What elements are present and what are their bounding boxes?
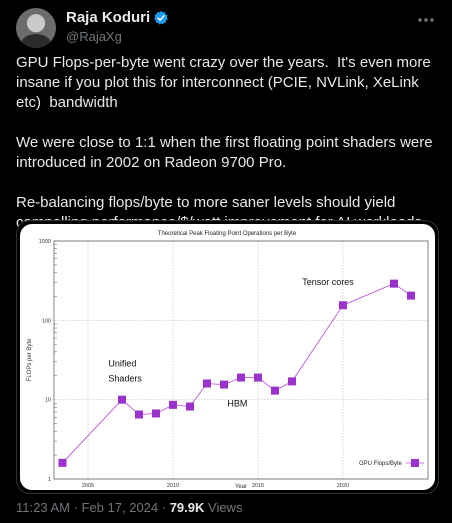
avatar-shoulders xyxy=(21,34,51,48)
tweet-header: Raja Koduri @RajaXg xyxy=(16,8,436,48)
data-point xyxy=(390,279,398,288)
author-display-name[interactable]: Raja Koduri xyxy=(66,9,151,26)
chart-ticks: 2005 2010 2015 2020 1 10 100 1000 xyxy=(39,239,349,489)
x-tick-label: 2020 xyxy=(337,483,349,489)
data-point xyxy=(203,379,211,388)
data-point xyxy=(407,291,415,300)
plot-frame xyxy=(53,240,429,480)
data-point xyxy=(237,373,245,382)
y-tick-label: 10 xyxy=(45,398,51,404)
chart-annotations: Unified Shaders HBM Tensor cores xyxy=(108,277,354,409)
x-tick-label: 2005 xyxy=(82,483,94,489)
author-block: Raja Koduri @RajaXg xyxy=(66,9,169,44)
data-point xyxy=(288,377,296,386)
chart-annotation: Unified xyxy=(108,359,136,369)
data-point xyxy=(271,386,279,395)
legend-label: GPU Flops/Byte xyxy=(359,461,403,467)
data-point xyxy=(135,410,143,419)
more-dots-icon xyxy=(418,18,434,22)
author-handle[interactable]: @RajaXg xyxy=(66,29,122,44)
avatar[interactable] xyxy=(16,8,56,48)
author-name-row: Raja Koduri xyxy=(66,9,169,26)
views-count: 79.9K xyxy=(169,500,205,515)
chart-title: Theoretical Peak Floating Point Operatio… xyxy=(158,231,297,237)
y-tick-label: 100 xyxy=(42,318,51,324)
verified-badge-icon xyxy=(154,10,168,25)
tweet-media[interactable]: Theoretical Peak Floating Point Operatio… xyxy=(16,220,439,494)
data-point xyxy=(186,402,194,411)
tweet-timestamp[interactable]: 11:23 AM · Feb 17, 2024 · xyxy=(16,500,170,515)
data-point xyxy=(169,400,177,409)
data-point xyxy=(220,380,228,389)
chart-annotation: HBM xyxy=(227,399,247,409)
chart-annotation: Shaders xyxy=(108,373,142,383)
y-tick-label: 1 xyxy=(48,477,51,483)
chart-legend: GPU Flops/Byte xyxy=(359,459,424,467)
more-options-icon[interactable] xyxy=(416,12,436,28)
x-axis-label: Year xyxy=(235,484,247,490)
x-tick-label: 2015 xyxy=(252,483,264,489)
chart-series xyxy=(58,279,415,467)
data-point xyxy=(339,301,347,310)
tweet-footer: 11:23 AM · Feb 17, 2024 · 79.9K Views xyxy=(16,500,242,515)
data-point xyxy=(118,395,126,404)
chart-image: Theoretical Peak Floating Point Operatio… xyxy=(20,224,435,490)
y-tick-label: 1000 xyxy=(39,239,51,245)
data-point xyxy=(58,458,67,467)
data-point xyxy=(152,409,160,418)
data-point xyxy=(254,373,262,382)
chart-annotation: Tensor cores xyxy=(302,277,354,287)
flops-per-byte-chart: Theoretical Peak Floating Point Operatio… xyxy=(27,231,429,490)
y-axis-label: FLOPs per Byte xyxy=(27,338,33,381)
legend-marker xyxy=(411,459,419,467)
x-tick-label: 2010 xyxy=(167,483,179,489)
views-label: Views xyxy=(204,500,243,515)
